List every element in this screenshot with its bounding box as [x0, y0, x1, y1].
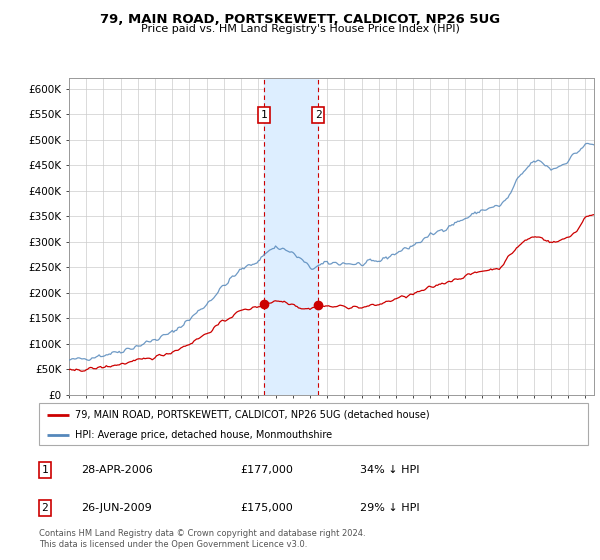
Text: 1: 1 — [260, 110, 267, 120]
Bar — [264, 78, 318, 395]
Text: HPI: Average price, detached house, Monmouthshire: HPI: Average price, detached house, Monm… — [74, 430, 332, 440]
Text: Price paid vs. HM Land Registry's House Price Index (HPI): Price paid vs. HM Land Registry's House … — [140, 24, 460, 34]
Text: 79, MAIN ROAD, PORTSKEWETT, CALDICOT, NP26 5UG: 79, MAIN ROAD, PORTSKEWETT, CALDICOT, NP… — [100, 13, 500, 26]
Text: 1: 1 — [41, 465, 49, 475]
Text: 2: 2 — [315, 110, 322, 120]
Text: Contains HM Land Registry data © Crown copyright and database right 2024.
This d: Contains HM Land Registry data © Crown c… — [39, 529, 365, 549]
Text: 34% ↓ HPI: 34% ↓ HPI — [360, 465, 419, 475]
Text: 26-JUN-2009: 26-JUN-2009 — [81, 503, 152, 513]
Text: 2: 2 — [41, 503, 49, 513]
Text: 79, MAIN ROAD, PORTSKEWETT, CALDICOT, NP26 5UG (detached house): 79, MAIN ROAD, PORTSKEWETT, CALDICOT, NP… — [74, 410, 430, 420]
Text: £175,000: £175,000 — [240, 503, 293, 513]
Text: 29% ↓ HPI: 29% ↓ HPI — [360, 503, 419, 513]
Text: 28-APR-2006: 28-APR-2006 — [81, 465, 153, 475]
Text: £177,000: £177,000 — [240, 465, 293, 475]
